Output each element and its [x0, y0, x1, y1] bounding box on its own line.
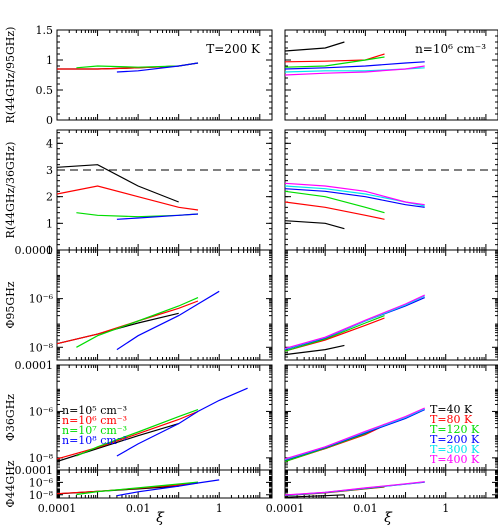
- series-line-0: [56, 164, 179, 203]
- y-axis-label: R(44GHz/95GHz): [4, 27, 17, 124]
- series-line-0: [284, 220, 345, 230]
- series-line-3: [284, 188, 425, 208]
- x-tick-label: 1: [216, 502, 223, 515]
- panel-frame: [56, 129, 273, 251]
- series-line-5: [284, 481, 425, 496]
- y-tick-label: 1: [46, 54, 53, 67]
- panel-frame: [56, 29, 273, 121]
- y-tick-label: 2: [46, 191, 53, 204]
- series-line-1: [56, 410, 199, 460]
- series-line-0: [284, 344, 345, 356]
- legend-entry-density-2: n=10⁷ cm⁻³: [62, 424, 127, 437]
- series-line-1: [284, 201, 385, 220]
- panel-r1-c0: 0 1 2 3 4: [46, 129, 273, 257]
- series-line-5: [284, 182, 425, 206]
- panel-annotation-0: T=200 K: [206, 42, 261, 56]
- series-line-2: [76, 481, 199, 496]
- y-tick-label: 1.5: [36, 24, 54, 37]
- y-tick-label: 0.5: [36, 84, 54, 97]
- y-tick-label: 0.0001: [15, 244, 54, 257]
- y-tick-label: 10⁻⁶: [29, 293, 54, 306]
- legend-entry-temperature-1: T=80 K: [430, 413, 473, 426]
- y-tick-label: 1: [46, 217, 53, 230]
- x-axis-label-right: ξ: [384, 510, 393, 526]
- legend-entry-temperature-5: T=400 K: [430, 453, 480, 466]
- series-line-3: [116, 290, 220, 351]
- series-line-3: [116, 213, 199, 220]
- series-line-0: [284, 494, 345, 498]
- panel-r1-c1: [284, 129, 498, 251]
- legend-entry-temperature-3: T=200 K: [430, 433, 480, 446]
- y-axis-label: R(44GHz/36GHz): [4, 142, 17, 239]
- series-line-0: [284, 41, 345, 52]
- y-axis-label: Φ44GHz: [4, 460, 17, 507]
- panel-r2-c1: [284, 249, 498, 361]
- y-tick-label: 10⁻⁸: [29, 489, 54, 502]
- x-tick-label: 0.01: [126, 502, 151, 515]
- panel-frame: [56, 249, 273, 361]
- series-line-1: [56, 300, 199, 345]
- series-line-3: [116, 387, 248, 457]
- y-tick-label: 0.0001: [15, 464, 54, 477]
- series-line-3: [284, 61, 425, 70]
- panel-r2-c0: 10⁻⁸ 10⁻⁶ 0.0001: [15, 244, 273, 361]
- series-line-2: [76, 297, 199, 348]
- series-line-2: [76, 409, 199, 457]
- y-tick-label: 0.0001: [15, 359, 54, 372]
- panel-r3-c0: 10⁻⁸ 10⁻⁶ 0.0001: [15, 359, 273, 471]
- y-tick-label: 0: [46, 244, 53, 257]
- y-axis-label: Φ36GHz: [4, 394, 17, 441]
- series-line-5: [284, 65, 425, 76]
- y-tick-label: 10⁻⁶: [29, 405, 54, 418]
- y-tick-label: 10⁻⁸: [29, 341, 54, 354]
- series-line-2: [284, 315, 385, 352]
- y-tick-label: 0: [46, 114, 53, 127]
- x-tick-label: 1: [442, 502, 449, 515]
- panel-frame: [56, 469, 273, 499]
- series-line-1: [56, 185, 199, 211]
- panel-r4-c1: 0.0001 0.01 1: [266, 469, 498, 515]
- x-axis-label-left: ξ: [156, 510, 165, 526]
- legend-entry-temperature-2: T=120 K: [430, 423, 480, 436]
- series-line-2: [284, 190, 385, 214]
- series-line-5: [284, 294, 425, 349]
- panel-frame: [284, 249, 498, 361]
- y-tick-label: 3: [46, 164, 53, 177]
- panel-r0-c0: 0 0.5 1 1.5: [36, 24, 273, 127]
- series-line-3: [116, 62, 199, 73]
- panel-annotation-1: n=10⁶ cm⁻³: [415, 42, 486, 56]
- x-tick-label: 0.0001: [266, 502, 305, 515]
- series-line-4: [284, 295, 425, 350]
- y-tick-label: 10⁻⁸: [29, 452, 54, 465]
- series-line-1: [284, 53, 385, 63]
- series-line-4: [284, 185, 425, 207]
- panel-grid: 0 0.5 1 1.5 R(44GHz/95GHz) 0 1 2 3 4 R(44GHz/36GHz…: [4, 24, 498, 515]
- x-tick-label: 0.01: [353, 502, 378, 515]
- panel-r0-c1: [284, 29, 498, 121]
- panel-frame: [284, 129, 498, 251]
- x-tick-label: 0.0001: [38, 502, 77, 515]
- legend-entry-temperature-4: T=300 K: [430, 443, 480, 456]
- series-line-3: [116, 479, 220, 497]
- y-axis-label: Φ95GHz: [4, 281, 17, 328]
- y-tick-label: 4: [46, 137, 53, 150]
- legend-entry-temperature-0: T=40 K: [430, 403, 473, 416]
- legend-entry-density-1: n=10⁶ cm⁻³: [62, 414, 127, 427]
- legend-entry-density-3: n=10⁸ cm⁻³: [62, 434, 127, 447]
- y-tick-label: 10⁻⁶: [29, 476, 54, 489]
- series-line-2: [284, 56, 385, 68]
- series-line-5: [284, 407, 425, 460]
- legend-entry-density-0: n=10⁵ cm⁻³: [62, 404, 127, 417]
- series-line-4: [284, 408, 425, 461]
